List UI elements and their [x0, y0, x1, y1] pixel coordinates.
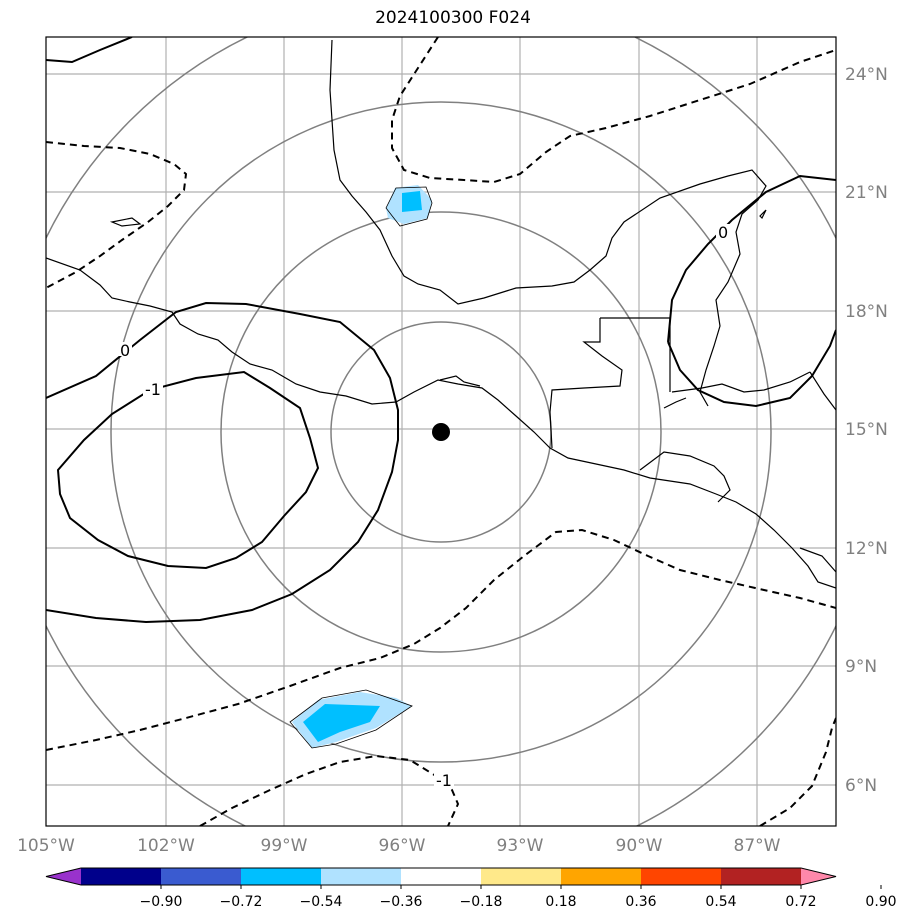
- colorbar-tick-label: −0.90: [140, 894, 183, 910]
- colorbar-tick-label: −0.54: [300, 894, 343, 910]
- lat-tick: 15°N: [845, 420, 888, 440]
- colorbar-segment: [241, 868, 322, 885]
- colorbar-tick-label: −0.36: [380, 894, 423, 910]
- colorbar-tick-label: −0.18: [460, 894, 503, 910]
- lon-tick: 87°W: [734, 836, 781, 856]
- colorbar-segment: [321, 868, 402, 885]
- contour-labels: 0 -1 0 -1: [118, 223, 730, 790]
- lon-tick: 93°W: [497, 836, 544, 856]
- colorbar-outline: [45, 867, 837, 886]
- colorbar-segment: [481, 868, 562, 885]
- lat-tick: 24°N: [845, 65, 888, 85]
- lat-tick: 12°N: [845, 539, 888, 559]
- colorbar-segment: [561, 868, 642, 885]
- storm-center-marker: [432, 423, 450, 441]
- lon-tick-labels: 105°W 102°W 99°W 96°W 93°W 90°W 87°W: [17, 836, 781, 856]
- map-title: 2024100300 F024: [375, 8, 531, 28]
- colorbar-tick-label: 0.90: [865, 894, 896, 910]
- colorbar-tick-label: 0.72: [785, 894, 816, 910]
- colorbar-segment: [641, 868, 722, 885]
- contour-label: 0: [718, 223, 728, 242]
- lon-tick: 90°W: [616, 836, 663, 856]
- lat-tick: 18°N: [845, 302, 888, 322]
- colorbar-tick-label: 0.18: [545, 894, 576, 910]
- colorbar-segment: [401, 868, 482, 885]
- colorbar-segment: [721, 868, 802, 885]
- colorbar-tick-label: 0.36: [625, 894, 656, 910]
- colorbar-segment: [81, 868, 162, 885]
- lon-tick: 105°W: [17, 836, 75, 856]
- shaded-field: [289, 185, 433, 749]
- lat-tick: 9°N: [845, 657, 877, 677]
- colorbar-tick-label: −0.72: [220, 894, 263, 910]
- coastlines: [46, 39, 836, 589]
- contour-label: 0: [120, 341, 130, 360]
- contours: [46, 37, 836, 826]
- colorbar-extend-low: [46, 868, 81, 885]
- contour-label: -1: [436, 771, 452, 790]
- lat-tick-labels: 6°N 9°N 12°N 15°N 18°N 21°N 24°N: [845, 65, 888, 796]
- colorbar: −0.90 −0.72 −0.54 −0.36 −0.18 0.18 0.36 0.54 0.7…: [45, 867, 897, 910]
- contour-label: -1: [145, 380, 161, 399]
- lon-tick: 99°W: [261, 836, 308, 856]
- range-rings: [46, 37, 836, 826]
- map-frame: [45, 36, 837, 827]
- colorbar-tick-label: 0.54: [705, 894, 736, 910]
- lon-tick: 102°W: [137, 836, 195, 856]
- lon-tick: 96°W: [379, 836, 426, 856]
- colorbar-segment: [161, 868, 242, 885]
- lat-tick: 6°N: [845, 776, 877, 796]
- colorbar-extend-high: [801, 868, 836, 885]
- lat-tick: 21°N: [845, 183, 888, 203]
- map-area: 0 -1 0 -1: [46, 37, 836, 826]
